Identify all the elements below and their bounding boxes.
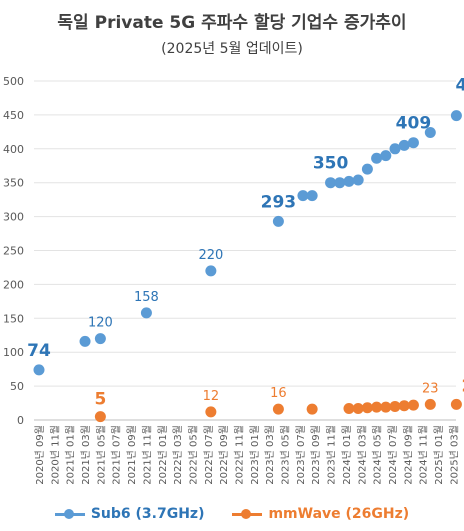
mmwave-point — [389, 400, 401, 412]
x-tick-label: 2024년 11월 — [418, 425, 430, 485]
x-tick-label: 2024년 01월 — [341, 425, 353, 485]
sub6-data-label: 409 — [396, 114, 432, 134]
mmwave-point — [371, 401, 383, 413]
y-tick-label: 400 — [3, 143, 24, 156]
mmwave-point — [398, 400, 410, 412]
x-tick-label: 2023년 05월 — [280, 425, 292, 485]
x-tick-label: 2023년 07월 — [295, 425, 307, 485]
x-tick-label: 2022년 11월 — [233, 425, 245, 485]
mmwave-point — [407, 399, 419, 411]
mmwave-point — [272, 403, 284, 415]
y-tick-label: 0 — [17, 414, 24, 427]
x-tick-label: 2023년 03월 — [264, 425, 276, 485]
x-tick-label: 2022년 05월 — [187, 425, 199, 485]
legend-item-mmwave: mmWave (26GHz) — [232, 506, 409, 522]
sub6-point — [325, 177, 337, 189]
sub6-point — [94, 333, 106, 345]
mmwave-point — [361, 402, 373, 414]
y-tick-label: 350 — [3, 177, 24, 190]
legend-swatch-sub6 — [54, 509, 85, 519]
sub6-point — [297, 190, 309, 202]
mmwave-point — [94, 411, 106, 423]
y-tick-label: 500 — [3, 75, 24, 88]
sub6-data-label: 465 — [456, 76, 464, 96]
y-tick-label: 300 — [3, 211, 24, 224]
sub6-point — [407, 137, 419, 149]
sub6-data-label: 220 — [198, 248, 223, 263]
x-tick-label: 2023년 01월 — [249, 425, 261, 485]
x-tick-label: 2025년 03월 — [448, 425, 460, 485]
x-tick-label: 2024년 09월 — [402, 425, 414, 485]
legend-item-sub6: Sub6 (3.7GHz) — [54, 506, 205, 522]
x-tick-label: 2021년 01월 — [65, 425, 77, 485]
sub6-point — [272, 215, 284, 227]
legend-swatch-mmwave — [232, 509, 263, 519]
sub6-point — [352, 174, 364, 186]
x-tick-label: 2022년 07월 — [203, 425, 215, 485]
mmwave-point — [352, 402, 364, 414]
mmwave-point — [205, 406, 217, 418]
mmwave-data-label: 5 — [94, 390, 106, 410]
legend-label-sub6: Sub6 (3.7GHz) — [90, 506, 205, 522]
chart-subtitle: (2025년 5월 업데이트) — [161, 41, 303, 57]
sub6-point — [33, 364, 45, 376]
mmwave-point — [306, 403, 318, 415]
sub6-point — [450, 110, 462, 122]
chart-legend: Sub6 (3.7GHz) mmWave (26GHz) — [0, 506, 464, 522]
y-tick-label: 250 — [3, 245, 24, 258]
sub6-point — [334, 177, 346, 189]
x-tick-label: 2023년 09월 — [310, 425, 322, 485]
x-tick-label: 2024년 03월 — [356, 425, 368, 485]
sub6-point — [424, 127, 436, 139]
x-tick-label: 2022년 03월 — [172, 425, 184, 485]
sub6-point — [361, 163, 373, 175]
sub6-point — [343, 175, 355, 187]
x-tick-label: 2025년 01월 — [433, 425, 445, 485]
sub6-data-label: 350 — [313, 154, 349, 174]
y-tick-label: 50 — [10, 380, 24, 393]
x-tick-label: 2024년 07월 — [387, 425, 399, 485]
sub6-point — [140, 307, 152, 319]
sub6-point — [380, 150, 392, 162]
y-tick-label: 100 — [3, 346, 24, 359]
mmwave-point — [380, 401, 392, 413]
legend-label-mmwave: mmWave (26GHz) — [268, 506, 410, 522]
mmwave-data-label: 16 — [270, 386, 287, 401]
x-tick-label: 2022년 09월 — [218, 425, 230, 485]
x-tick-label: 2022년 01월 — [157, 425, 169, 485]
x-tick-label: 2021년 09월 — [126, 425, 138, 485]
sub6-data-label: 158 — [134, 290, 159, 305]
sub6-point — [205, 265, 217, 277]
x-tick-label: 2021년 03월 — [80, 425, 92, 485]
mmwave-point — [424, 398, 436, 410]
x-tick-label: 2020년 11월 — [49, 425, 61, 485]
mmwave-point — [343, 402, 355, 414]
sub6-point — [79, 335, 91, 347]
x-tick-label: 2024년 05월 — [372, 425, 384, 485]
sub6-data-label: 120 — [88, 316, 113, 331]
sub6-data-label: 293 — [261, 192, 297, 212]
mmwave-data-label: 12 — [203, 389, 220, 404]
x-tick-label: 2021년 11월 — [141, 425, 153, 485]
y-tick-label: 450 — [3, 109, 24, 122]
y-tick-label: 200 — [3, 278, 24, 291]
x-tick-label: 2020년 09월 — [34, 425, 46, 485]
sub6-point — [371, 152, 383, 164]
x-tick-label: 2021년 07월 — [111, 425, 123, 485]
sub6-point — [306, 190, 318, 202]
x-tick-label: 2021년 05월 — [95, 425, 107, 485]
chart-title: 독일 Private 5G 주파수 할당 기업수 증가추이 — [57, 13, 407, 33]
sub6-point — [398, 139, 410, 151]
mmwave-point — [450, 398, 462, 410]
y-tick-label: 150 — [3, 312, 24, 325]
mmwave-data-label: 23 — [422, 381, 439, 396]
sub6-data-label: 74 — [27, 341, 51, 361]
mmwave-data-label: 24 — [461, 377, 464, 397]
sub6-point — [389, 143, 401, 155]
x-tick-label: 2023년 11월 — [326, 425, 338, 485]
